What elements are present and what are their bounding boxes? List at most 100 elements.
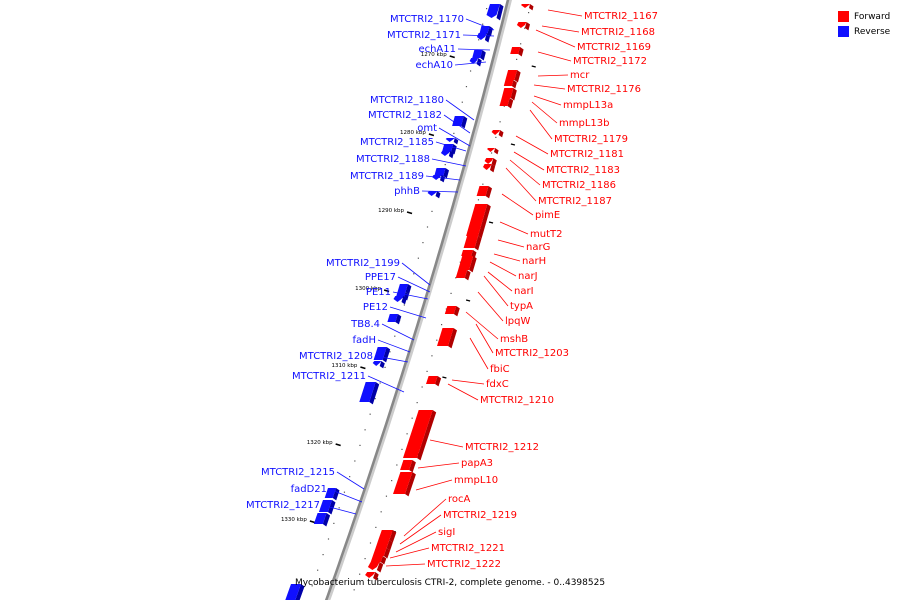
forward-gene-label[interactable]: MTCTRI2_1222 <box>385 559 501 570</box>
forward-gene-block[interactable] <box>483 164 496 173</box>
forward-gene-block[interactable] <box>491 130 504 138</box>
reverse-gene-label[interactable]: MTCTRI2_1185 <box>360 137 467 152</box>
reverse-gene-label[interactable]: fadD21 <box>291 484 363 503</box>
forward-gene-block[interactable] <box>487 148 499 155</box>
forward-gene-block[interactable] <box>476 186 492 199</box>
reverse-gene-block[interactable] <box>472 50 486 61</box>
forward-gene-label[interactable]: fdxC <box>451 379 509 390</box>
reverse-gene-label[interactable]: fadH <box>352 335 411 353</box>
forward-gene-label[interactable]: lpqW <box>477 291 530 327</box>
reverse-gene-block[interactable] <box>452 116 468 129</box>
reverse-gene-label[interactable]: MTCTRI2_1188 <box>356 154 467 167</box>
reverse-gene-label[interactable]: MTCTRI2_1180 <box>370 95 475 121</box>
forward-gene-block[interactable] <box>503 80 517 89</box>
forward-gene-block[interactable] <box>393 472 416 497</box>
forward-gene-block[interactable] <box>444 306 460 317</box>
forward-gene-label[interactable]: mmpL10 <box>415 475 498 491</box>
forward-gene-label[interactable]: narG <box>497 239 550 253</box>
forward-gene-label[interactable]: mmpL13a <box>533 95 613 111</box>
forward-gene-block[interactable] <box>501 88 517 101</box>
reverse-gene-block[interactable] <box>486 4 504 21</box>
forward-gene-label[interactable]: MTCTRI2_1179 <box>529 109 628 145</box>
forward-gene-block[interactable] <box>403 410 437 461</box>
forward-gene-label[interactable]: mshB <box>465 311 528 345</box>
forward-gene-label[interactable]: MTCTRI2_1168 <box>541 25 655 38</box>
forward-gene-block[interactable] <box>510 47 524 57</box>
forward-gene-label[interactable]: pimE <box>501 193 560 221</box>
reverse-gene-label[interactable]: MTCTRI2_1217 <box>246 500 357 515</box>
forward-gene-label[interactable]: typA <box>483 275 533 312</box>
forward-gene-label[interactable]: mmpL13b <box>531 101 609 129</box>
reverse-gene-block[interactable] <box>359 382 380 405</box>
forward-gene-block[interactable] <box>455 270 471 281</box>
reverse-gene-label[interactable]: echA10 <box>415 60 487 71</box>
forward-gene-label[interactable]: MTCTRI2_1169 <box>535 29 651 53</box>
forward-gene-block[interactable] <box>372 548 391 559</box>
forward-gene-block[interactable] <box>400 460 416 473</box>
forward-gene-block[interactable] <box>499 98 514 109</box>
forward-gene-label[interactable]: MTCTRI2_1181 <box>515 135 624 160</box>
forward-gene-block[interactable] <box>521 4 534 11</box>
forward-gene-block[interactable] <box>505 70 521 83</box>
reverse-gene-block[interactable] <box>318 500 336 515</box>
reverse-gene-block[interactable] <box>432 175 446 183</box>
reverse-gene-label[interactable]: PE11 <box>366 287 429 300</box>
reverse-gene-block[interactable] <box>397 284 412 295</box>
forward-gene-label[interactable]: papA3 <box>417 458 493 469</box>
forward-gene-label[interactable]: mutT2 <box>499 221 562 240</box>
reverse-gene-block[interactable] <box>373 347 391 363</box>
reverse-gene-block[interactable] <box>469 58 482 67</box>
forward-gene-label[interactable]: mcr <box>537 70 590 81</box>
forward-gene-block[interactable] <box>375 540 393 551</box>
forward-gene-block[interactable] <box>378 530 397 543</box>
forward-gene-label[interactable]: MTCTRI2_1172 <box>537 51 647 67</box>
forward-gene-label[interactable]: narH <box>493 253 546 267</box>
reverse-gene-block[interactable] <box>393 296 407 305</box>
reverse-gene-label[interactable]: MTCTRI2_1171 <box>387 30 495 41</box>
reverse-gene-label[interactable]: PPE17 <box>365 272 431 293</box>
reverse-gene-block[interactable] <box>427 191 441 199</box>
reverse-gene-block[interactable] <box>387 314 402 325</box>
forward-gene-label[interactable]: MTCTRI2_1186 <box>509 159 616 191</box>
reverse-gene-block[interactable] <box>434 168 449 179</box>
forward-gene-block[interactable] <box>484 158 497 167</box>
forward-gene-block[interactable] <box>463 236 482 251</box>
forward-gene-block[interactable] <box>370 556 387 565</box>
forward-gene-block[interactable] <box>466 204 491 239</box>
forward-gene-block[interactable] <box>458 256 477 273</box>
forward-gene-label[interactable]: MTCTRI2_1187 <box>505 167 612 207</box>
forward-gene-label[interactable]: MTCTRI2_1210 <box>447 383 554 406</box>
reverse-gene-label[interactable]: MTCTRI2_1189 <box>350 171 461 182</box>
reverse-gene-block[interactable] <box>445 138 459 145</box>
forward-gene-label[interactable]: MTCTRI2_1176 <box>533 84 641 95</box>
reverse-gene-block[interactable] <box>285 584 305 600</box>
forward-gene-label[interactable]: MTCTRI2_1221 <box>389 543 505 559</box>
forward-gene-block[interactable] <box>437 328 457 349</box>
forward-gene-label[interactable]: MTCTRI2_1183 <box>513 151 620 176</box>
reverse-gene-label[interactable]: MTCTRI2_1215 <box>261 467 365 490</box>
reverse-gene-block[interactable] <box>313 513 331 527</box>
forward-gene-label[interactable]: sigI <box>395 527 455 553</box>
reverse-gene-block[interactable] <box>372 361 385 369</box>
forward-gene-block[interactable] <box>367 562 384 573</box>
forward-gene-label[interactable]: rocA <box>403 494 471 537</box>
reverse-gene-label[interactable]: omt <box>417 123 471 147</box>
forward-gene-block[interactable] <box>365 572 379 581</box>
reverse-gene-label[interactable]: MTCTRI2_1170 <box>390 14 495 31</box>
reverse-gene-label[interactable]: TB8.4 <box>350 319 415 341</box>
forward-gene-label[interactable]: MTCTRI2_1219 <box>399 510 517 545</box>
forward-gene-label[interactable]: narI <box>487 271 534 297</box>
reverse-gene-label[interactable]: echA11 <box>418 44 491 55</box>
reverse-gene-block[interactable] <box>476 33 491 43</box>
reverse-gene-label[interactable]: MTCTRI2_1182 <box>368 110 471 134</box>
forward-gene-label[interactable]: narJ <box>489 261 538 282</box>
reverse-gene-label[interactable]: MTCTRI2_1211 <box>292 371 405 393</box>
forward-gene-label[interactable]: MTCTRI2_1212 <box>429 439 539 453</box>
reverse-gene-label[interactable]: MTCTRI2_1208 <box>299 351 409 363</box>
forward-gene-block[interactable] <box>426 376 442 387</box>
reverse-gene-label[interactable]: PE12 <box>363 302 427 319</box>
forward-gene-label[interactable]: MTCTRI2_1167 <box>547 9 658 22</box>
reverse-gene-block[interactable] <box>440 151 454 159</box>
reverse-gene-label[interactable]: MTCTRI2_1199 <box>326 258 431 286</box>
forward-gene-block[interactable] <box>516 22 530 31</box>
